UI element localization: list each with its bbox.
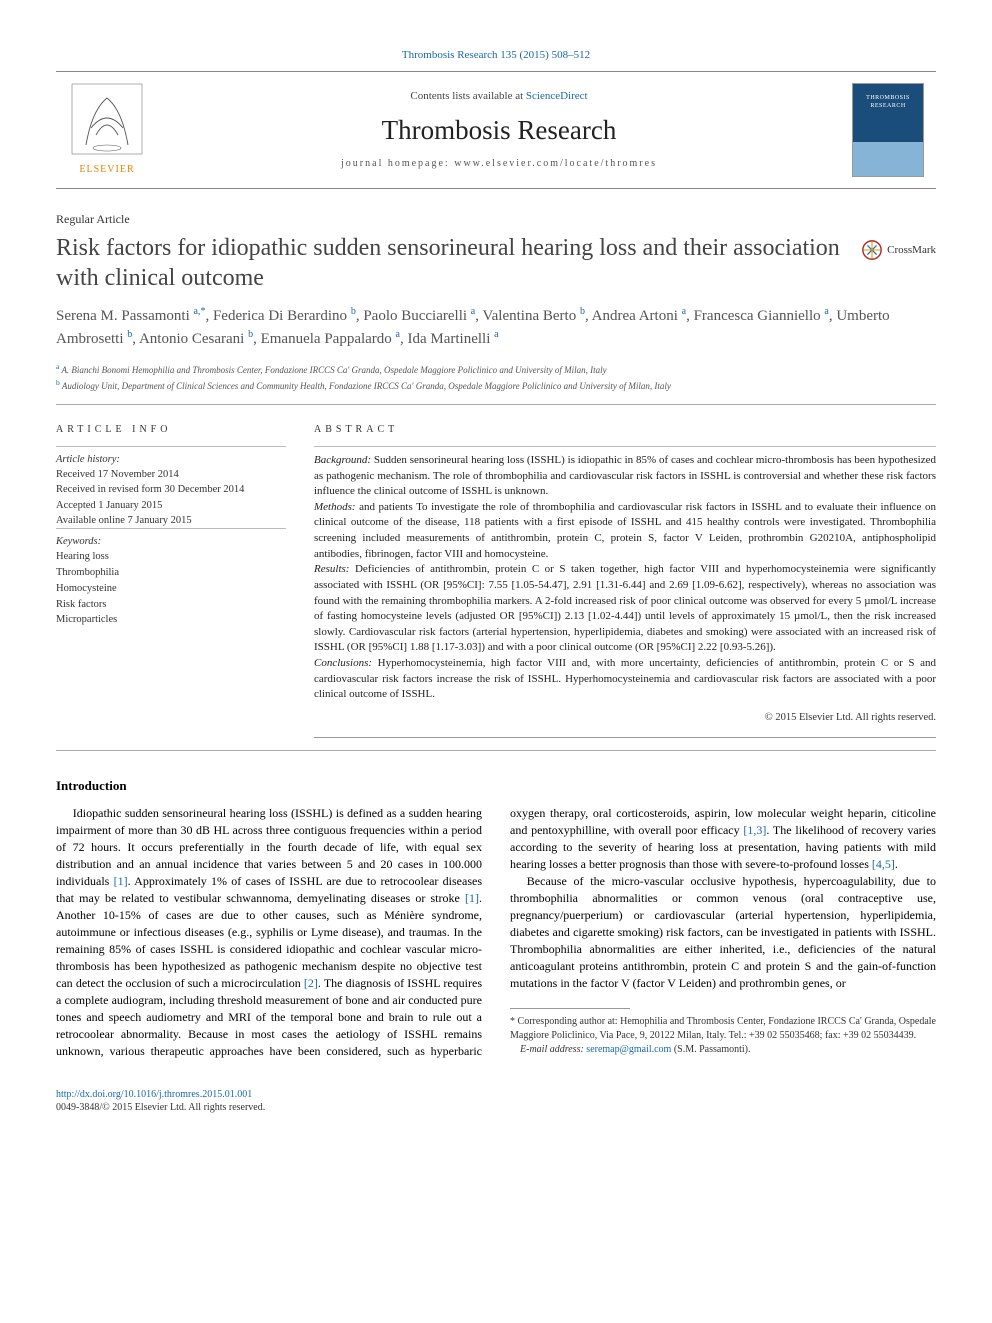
- elsevier-logo: ELSEVIER: [62, 80, 152, 180]
- received-date: Received 17 November 2014: [56, 467, 286, 482]
- journal-name: Thrombosis Research: [152, 112, 846, 148]
- doi-block: http://dx.doi.org/10.1016/j.thromres.201…: [56, 1088, 936, 1115]
- revised-date: Received in revised form 30 December 201…: [56, 482, 286, 497]
- article-info-heading: ARTICLE INFO: [56, 423, 286, 437]
- ref-link[interactable]: [4,5]: [872, 857, 895, 871]
- affil-link[interactable]: a: [824, 306, 828, 317]
- keywords-label: Keywords:: [56, 535, 286, 549]
- affiliations: a A. Bianchi Bonomi Hemophilia and Throm…: [56, 361, 936, 394]
- contents-available: Contents lists available at ScienceDirec…: [152, 89, 846, 104]
- introduction-heading: Introduction: [56, 777, 936, 795]
- email-link[interactable]: seremap@gmail.com: [586, 1044, 671, 1055]
- keyword: Thrombophilia: [56, 565, 286, 581]
- journal-homepage: journal homepage: www.elsevier.com/locat…: [152, 157, 846, 171]
- abstract-body: Background: Sudden sensorineural hearing…: [314, 453, 936, 703]
- body-text: Idiopathic sudden sensorineural hearing …: [56, 805, 936, 1060]
- history-label: Article history:: [56, 453, 286, 467]
- author: Francesca Gianniello a: [694, 308, 829, 324]
- author: Emanuela Pappalardo a: [261, 331, 400, 347]
- abstract-heading: ABSTRACT: [314, 423, 936, 437]
- affil-link[interactable]: a: [494, 329, 498, 340]
- doi-link[interactable]: http://dx.doi.org/10.1016/j.thromres.201…: [56, 1089, 252, 1100]
- journal-header: ELSEVIER Contents lists available at Sci…: [56, 71, 936, 189]
- sciencedirect-link[interactable]: ScienceDirect: [526, 90, 588, 102]
- article-title: Risk factors for idiopathic sudden senso…: [56, 233, 849, 293]
- affil-link[interactable]: b: [580, 306, 585, 317]
- affil-link[interactable]: a: [682, 306, 686, 317]
- affil-link[interactable]: b: [248, 329, 253, 340]
- journal-cover-thumb: THROMBOSIS RESEARCH: [846, 80, 930, 180]
- abstract-copyright: © 2015 Elsevier Ltd. All rights reserved…: [314, 711, 936, 725]
- affil-link[interactable]: a: [396, 329, 400, 340]
- ref-link[interactable]: [2]: [304, 976, 318, 990]
- ref-link[interactable]: [1]: [114, 874, 128, 888]
- corresponding-footnote: * Corresponding author at: Hemophilia an…: [510, 1015, 936, 1057]
- author: Andrea Artoni a: [592, 308, 686, 324]
- author-list: Serena M. Passamonti a,*, Federica Di Be…: [56, 305, 936, 351]
- author: Ida Martinelli a: [408, 331, 499, 347]
- crossmark-badge[interactable]: CrossMark: [861, 233, 936, 261]
- affil-link[interactable]: b: [351, 306, 356, 317]
- affil-link[interactable]: a: [471, 306, 475, 317]
- author: Antonio Cesarani b: [139, 331, 253, 347]
- ref-link[interactable]: [1]: [465, 891, 479, 905]
- author: Serena M. Passamonti a,*: [56, 308, 205, 324]
- online-date: Available online 7 January 2015: [56, 513, 286, 528]
- keyword: Homocysteine: [56, 581, 286, 597]
- svg-text:ELSEVIER: ELSEVIER: [79, 164, 134, 175]
- author: Federica Di Berardino b: [213, 308, 356, 324]
- article-type: Regular Article: [56, 211, 936, 227]
- ref-link[interactable]: [1,3]: [743, 823, 766, 837]
- keyword: Hearing loss: [56, 549, 286, 565]
- author: Valentina Berto b: [482, 308, 584, 324]
- citation-line: Thrombosis Research 135 (2015) 508–512: [56, 48, 936, 63]
- author: Paolo Bucciarelli a: [363, 308, 475, 324]
- keyword: Microparticles: [56, 612, 286, 628]
- affil-link[interactable]: b: [127, 329, 132, 340]
- accepted-date: Accepted 1 January 2015: [56, 498, 286, 513]
- crossmark-label: CrossMark: [887, 243, 936, 258]
- keywords-list: Hearing lossThrombophiliaHomocysteineRis…: [56, 549, 286, 628]
- keyword: Risk factors: [56, 597, 286, 613]
- issn-copyright: 0049-3848/© 2015 Elsevier Ltd. All right…: [56, 1102, 265, 1113]
